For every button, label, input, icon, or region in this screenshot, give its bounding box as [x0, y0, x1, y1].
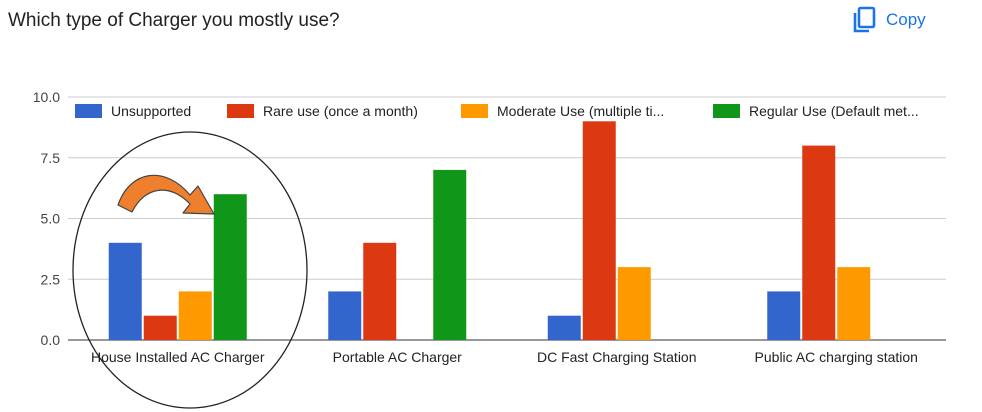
bar: [328, 291, 362, 340]
bar: [617, 267, 651, 340]
bar: [213, 194, 247, 340]
x-tick-label: Portable AC Charger: [333, 349, 463, 365]
bar: [143, 315, 177, 340]
question-title: Which type of Charger you mostly use?: [8, 10, 340, 31]
legend-label: Moderate Use (multiple ti...: [497, 103, 664, 119]
x-tick-label: House Installed AC Charger: [91, 349, 265, 365]
bar: [363, 242, 397, 340]
bar: [433, 169, 467, 340]
x-tick-label: DC Fast Charging Station: [537, 349, 697, 365]
legend-label: Rare use (once a month): [263, 103, 418, 119]
legend-label: Unsupported: [111, 103, 191, 119]
copy-button[interactable]: Copy: [852, 6, 926, 34]
y-tick-label: 7.5: [41, 150, 61, 166]
bar: [582, 121, 616, 340]
y-tick-label: 2.5: [41, 271, 61, 287]
annotation-arrow: [117, 174, 215, 215]
annotation-ellipse: [72, 131, 308, 409]
legend-swatch: [461, 104, 488, 118]
copy-icon: [853, 6, 876, 33]
bar: [108, 242, 142, 340]
bar: [802, 145, 836, 340]
bar: [178, 291, 212, 340]
bar: [837, 267, 871, 340]
y-tick-label: 0.0: [41, 332, 61, 348]
y-tick-label: 10.0: [33, 89, 60, 105]
legend-swatch: [75, 104, 102, 118]
legend-swatch: [227, 104, 254, 118]
legend-swatch: [713, 104, 740, 118]
bar: [547, 315, 581, 340]
legend-label: Regular Use (Default met...: [749, 103, 919, 119]
copy-label: Copy: [886, 10, 926, 29]
y-tick-label: 5.0: [41, 211, 61, 227]
x-tick-label: Public AC charging station: [755, 349, 918, 365]
bar: [767, 291, 801, 340]
